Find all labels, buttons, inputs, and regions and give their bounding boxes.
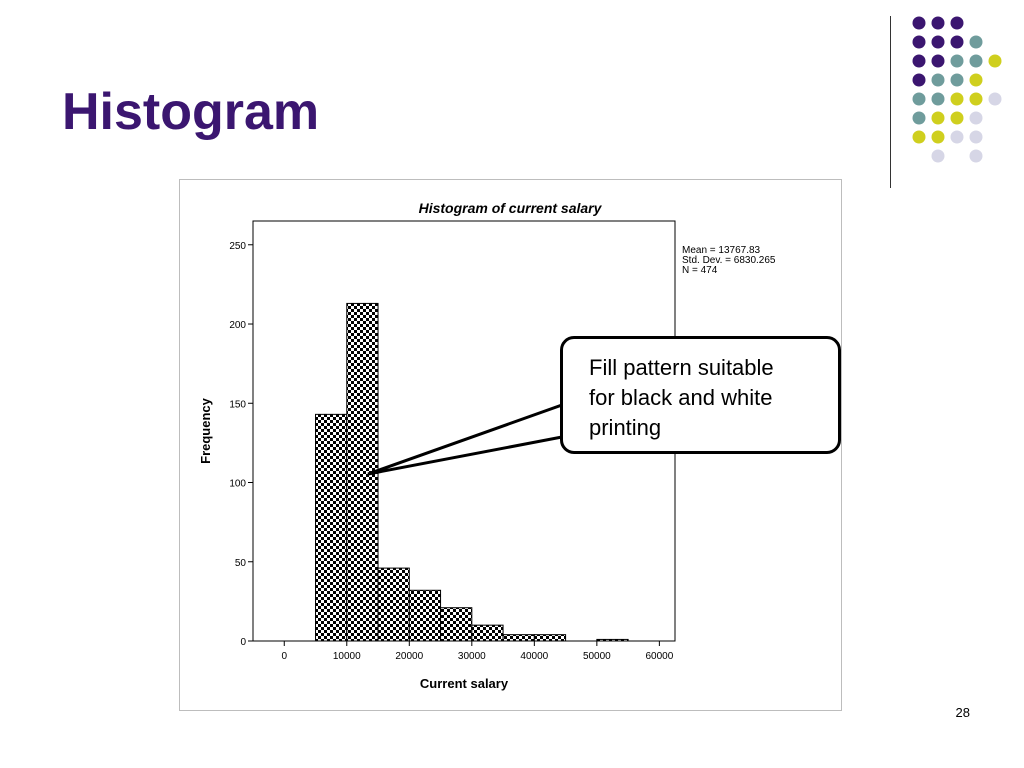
decorative-dot — [969, 111, 983, 125]
x-tick-label: 20000 — [395, 651, 423, 662]
x-tick-label: 10000 — [333, 651, 361, 662]
decorative-dot — [969, 149, 983, 163]
x-tick-label: 40000 — [520, 651, 548, 662]
decorative-dot — [969, 130, 983, 144]
decorative-divider-line — [890, 16, 891, 188]
x-tick-label: 30000 — [458, 651, 486, 662]
callout-box: Fill pattern suitable for black and whit… — [560, 336, 841, 454]
stats-line: Std. Dev. = 6830.265 — [682, 255, 776, 266]
callout-line-2: for black and white — [589, 385, 773, 410]
y-tick-label: 0 — [240, 637, 246, 648]
stats-line: Mean = 13767.83 — [682, 245, 761, 256]
decorative-dot — [931, 149, 945, 163]
y-tick-label: 250 — [229, 241, 246, 252]
decorative-dot — [912, 35, 926, 49]
chart-title: Histogram of current salary — [419, 200, 603, 216]
slide-number: 28 — [955, 705, 970, 720]
histogram-bar — [408, 589, 442, 642]
callout-line-1: Fill pattern suitable — [589, 355, 774, 380]
decorative-dot — [950, 35, 964, 49]
decorative-dot — [950, 92, 964, 106]
decorative-dot — [931, 35, 945, 49]
decorative-dot — [912, 54, 926, 68]
decorative-dot — [950, 54, 964, 68]
decorative-dot — [931, 16, 945, 30]
decorative-dot — [912, 111, 926, 125]
decorative-dot — [912, 73, 926, 87]
x-tick-label: 0 — [281, 651, 287, 662]
histogram-bar — [377, 567, 410, 642]
y-axis-label: Frequency — [198, 397, 213, 464]
decorative-dot — [969, 35, 983, 49]
y-tick-label: 100 — [229, 479, 246, 490]
decorative-dot — [969, 73, 983, 87]
histogram-bar — [533, 634, 567, 642]
histogram-bar — [471, 624, 504, 642]
decorative-dot — [931, 111, 945, 125]
x-tick-label: 50000 — [583, 651, 611, 662]
decorative-dot — [912, 130, 926, 144]
decorative-dot — [950, 16, 964, 30]
histogram-bar — [440, 607, 473, 642]
decorative-dot — [931, 92, 945, 106]
decorative-dot — [988, 92, 1002, 106]
callout-line-3: printing — [589, 415, 662, 440]
decorative-dot — [912, 16, 926, 30]
decorative-dot — [931, 73, 945, 87]
decorative-dot — [950, 73, 964, 87]
x-axis-label: Current salary — [420, 676, 509, 691]
y-tick-label: 50 — [235, 558, 247, 569]
decorative-dot — [969, 92, 983, 106]
decorative-dot — [950, 111, 964, 125]
decorative-dot — [950, 130, 964, 144]
y-tick-label: 150 — [229, 399, 246, 410]
x-tick-label: 60000 — [645, 651, 673, 662]
decorative-dot — [931, 130, 945, 144]
decorative-dot — [988, 54, 1002, 68]
decorative-dot — [912, 92, 926, 106]
y-tick-label: 200 — [229, 320, 246, 331]
decorative-dot — [969, 54, 983, 68]
stats-line: N = 474 — [682, 265, 718, 276]
decorative-dot-grid — [912, 16, 1002, 163]
slide-title: Histogram — [62, 83, 320, 141]
histogram-bar — [596, 638, 629, 642]
decorative-dot — [931, 54, 945, 68]
